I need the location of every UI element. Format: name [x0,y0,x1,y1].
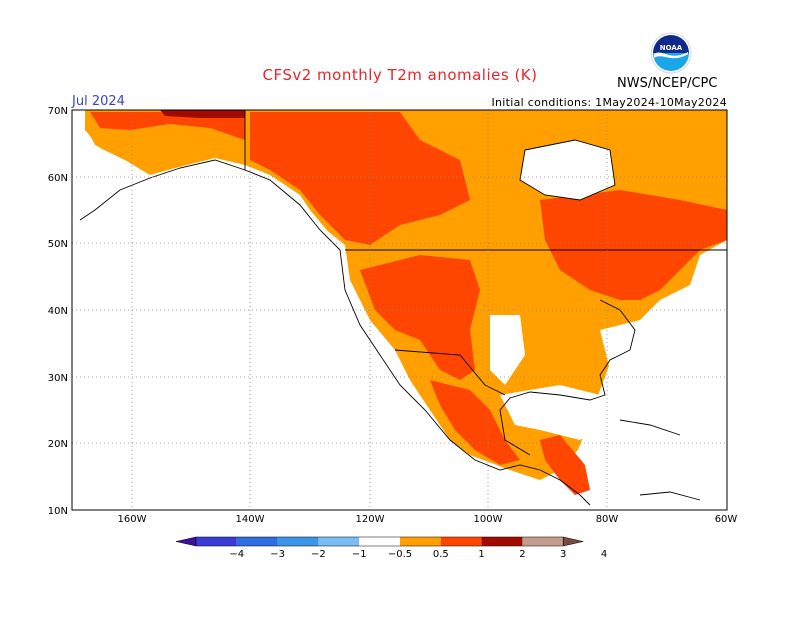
colorbar-segment [522,537,564,546]
colorbar-segment [318,537,360,546]
colorbar-segment [440,537,482,546]
lat-label: 60N [48,173,68,184]
anomaly-region-1-2-east-canada [540,190,727,300]
map-frame [71,109,728,511]
colorbar-label: −2 [311,549,326,560]
colorbar-label: −1 [352,549,367,560]
logo-text: NOAA [660,44,683,52]
anomaly-region-1-2-north [90,112,245,140]
colorbar-label: 1 [478,549,484,560]
anomaly-region-1-2-west-us [360,255,480,380]
lon-label: 160W [118,514,147,525]
lat-label: 10N [48,506,68,517]
colorbar-label: 4 [601,549,607,560]
colorbar-label: 2 [519,549,525,560]
graticule [72,110,727,510]
colorbar-label: −4 [229,549,244,560]
anomaly-region-2-3 [160,110,245,118]
latitude-labels: 70N 60N 50N 40N 30N 20N 10N [48,106,68,517]
forecast-month: Jul 2024 [72,94,125,109]
colorbar-arrow-high [562,536,584,547]
lat-label: 30N [48,373,68,384]
colorbar-segment [400,537,441,546]
colorbar-segment [277,537,319,546]
colorbar-segment [481,537,523,546]
lat-label: 70N [48,106,68,117]
atlantic-mask [600,270,727,510]
lat-label: 40N [48,306,68,317]
lon-label: 60W [715,514,738,525]
colorbar-label: 0.5 [433,549,449,560]
colorbar-arrow-low [175,536,197,547]
anomaly-field [72,110,727,510]
colorbar-label: −0.5 [388,549,412,560]
agency-label: NWS/NCEP/CPC [617,76,718,91]
anomaly-region-1-2-mexico [430,380,520,465]
anomaly-region-1-2-central-am [540,435,590,495]
lat-label: 20N [48,439,68,450]
lon-label: 80W [596,514,619,525]
hudson-bay-gap [520,140,615,200]
coastlines [79,110,727,506]
chart-title: CFSv2 monthly T2m anomalies (K) [262,66,538,84]
noaa-logo-icon: NOAA [650,32,692,74]
lon-label: 120W [356,514,385,525]
colorbar: −4 −3 −2 −1 −0.5 0.5 1 2 3 4 [175,536,607,560]
colorbar-label: −3 [270,549,285,560]
initial-conditions: Initial conditions: 1May2024-10May2024 [491,96,727,109]
anomaly-region-1-2-canada [250,112,470,245]
colorbar-frame [195,536,564,547]
colorbar-segment [359,537,400,546]
colorbar-segment [236,537,278,546]
longitude-labels: 160W 140W 120W 100W 80W 60W [118,514,738,525]
colorbar-segment [196,537,237,546]
colorbar-label: 3 [560,549,566,560]
ocean-left-mask [72,150,480,510]
lon-label: 100W [474,514,503,525]
plains-gap [490,315,525,385]
lat-label: 50N [48,239,68,250]
lon-label: 140W [236,514,265,525]
